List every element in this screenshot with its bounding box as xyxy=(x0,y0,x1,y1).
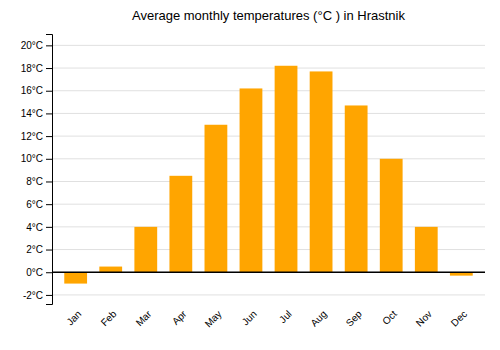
y-tick: 6°C xyxy=(26,199,52,210)
x-tick: Apr xyxy=(170,308,189,327)
y-tick-mark xyxy=(46,272,52,273)
x-tick-label: May xyxy=(203,308,224,329)
x-axis: Jan Feb Mar Apr May Jun Jul Aug Sep Oct Nov Dec xyxy=(64,308,469,330)
x-tick-label: Oct xyxy=(380,308,399,327)
x-tick: Sep xyxy=(344,308,365,329)
y-tick-mark xyxy=(46,45,52,46)
bar xyxy=(275,66,298,272)
y-tick-label: 10°C xyxy=(21,153,43,164)
x-tick-label: Feb xyxy=(99,308,119,328)
grid-line xyxy=(52,272,485,273)
x-tick: Feb xyxy=(99,308,119,328)
grid-line xyxy=(52,204,485,205)
bar xyxy=(99,267,122,273)
y-tick: 0°C xyxy=(26,267,52,278)
x-tick: Jun xyxy=(240,308,259,327)
bars xyxy=(64,66,472,284)
y-tick-label: 20°C xyxy=(21,40,43,51)
title: Average monthly temperatures (°C ) in Hr… xyxy=(132,8,406,23)
zero-line xyxy=(52,271,485,273)
y-tick-mark xyxy=(46,181,52,182)
y-tick: 18°C xyxy=(21,63,52,74)
bar xyxy=(240,88,263,272)
bar xyxy=(64,272,87,283)
grid-line xyxy=(52,45,485,46)
grid-line xyxy=(52,90,485,91)
y-tick-label: 14°C xyxy=(21,108,43,119)
x-tick-label: Aug xyxy=(309,308,329,328)
y-tick-mark xyxy=(46,113,52,114)
y-tick: -2°C xyxy=(23,290,52,301)
y-tick: 12°C xyxy=(21,131,52,142)
bar xyxy=(205,125,228,272)
y-axis-line xyxy=(46,35,53,305)
y-tick-label: 6°C xyxy=(26,199,43,210)
y-tick-label: 0°C xyxy=(26,267,43,278)
y-tick: 8°C xyxy=(26,176,52,187)
grid-line xyxy=(52,68,485,69)
y-tick: 4°C xyxy=(26,222,52,233)
grid-line xyxy=(52,181,485,182)
y-tick-label: 2°C xyxy=(26,244,43,255)
x-tick-label: Dec xyxy=(449,308,469,328)
y-tick-mark xyxy=(46,250,52,251)
x-tick: Aug xyxy=(309,308,329,328)
x-tick: Nov xyxy=(414,308,434,328)
x-tick-label: Jul xyxy=(277,308,294,325)
y-tick-mark xyxy=(46,227,52,228)
grid-line xyxy=(52,294,485,295)
y-tick-label: 12°C xyxy=(21,131,43,142)
y-tick-label: 8°C xyxy=(26,176,43,187)
grid-line xyxy=(52,158,485,159)
y-tick: 2°C xyxy=(26,244,52,255)
y-tick-label: 18°C xyxy=(21,63,43,74)
x-tick-label: Jan xyxy=(64,308,83,327)
x-tick-label: Apr xyxy=(170,308,189,327)
chart: -2°C 0°C 2°C 4°C 6°C 8°C 10°C 12°C 14°C 16°C 18°C 2… xyxy=(0,0,500,350)
x-tick: Jul xyxy=(277,308,294,325)
x-tick-label: Jun xyxy=(240,308,259,327)
y-tick: 10°C xyxy=(21,153,52,164)
y-tick: 16°C xyxy=(21,85,52,96)
bar xyxy=(169,176,192,272)
y-axis: -2°C 0°C 2°C 4°C 6°C 8°C 10°C 12°C 14°C 16°C 18°C 2… xyxy=(21,35,53,305)
x-tick-label: Mar xyxy=(134,308,154,328)
y-tick-mark xyxy=(46,68,52,69)
bar xyxy=(380,159,403,272)
x-tick: May xyxy=(203,308,224,329)
x-tick: Oct xyxy=(380,308,399,327)
y-tick: 14°C xyxy=(21,108,52,119)
grid-line xyxy=(52,113,485,114)
plot: -2°C 0°C 2°C 4°C 6°C 8°C 10°C 12°C 14°C 16°C 18°C 2… xyxy=(21,35,485,330)
x-tick-label: Sep xyxy=(344,308,365,329)
bar xyxy=(134,227,157,272)
y-tick-mark xyxy=(46,91,52,92)
y-tick-label: 4°C xyxy=(26,222,43,233)
y-tick-mark xyxy=(46,204,52,205)
y-tick-mark xyxy=(46,136,52,137)
grid-line xyxy=(52,136,485,137)
grid xyxy=(52,45,485,295)
x-tick: Jan xyxy=(64,308,83,327)
y-tick-mark xyxy=(46,295,52,296)
y-tick: 20°C xyxy=(21,40,52,51)
y-tick-label: 16°C xyxy=(21,85,43,96)
bar xyxy=(415,227,438,272)
x-tick-label: Nov xyxy=(414,308,434,328)
bar xyxy=(345,105,368,272)
y-tick-mark xyxy=(46,159,52,160)
x-tick: Dec xyxy=(449,308,469,328)
x-tick: Mar xyxy=(134,308,154,328)
y-tick-label: -2°C xyxy=(23,290,43,301)
bar xyxy=(310,71,333,272)
